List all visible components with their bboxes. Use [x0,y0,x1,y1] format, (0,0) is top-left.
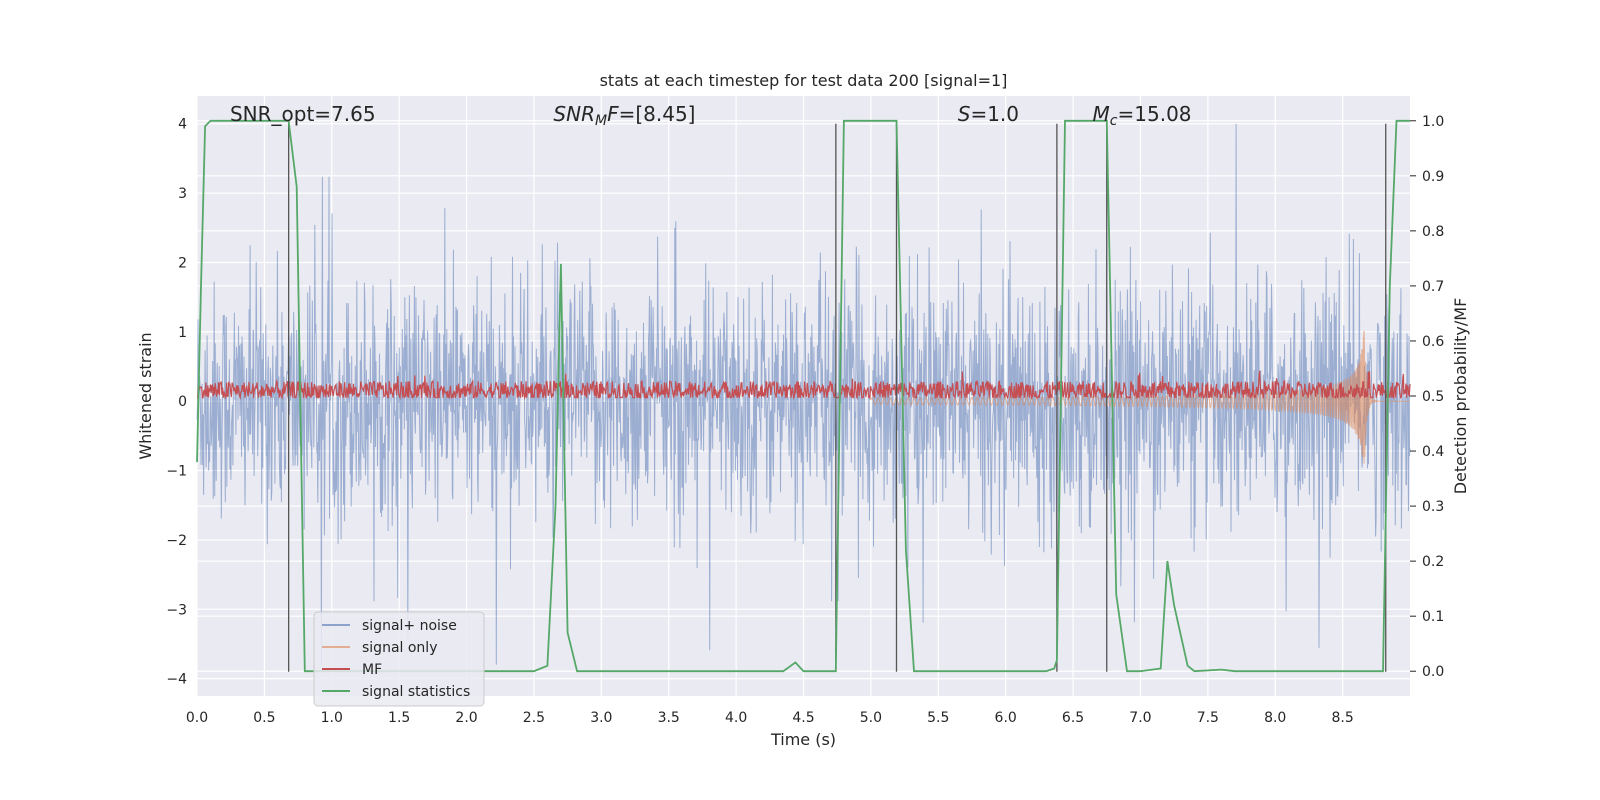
y2-tick-label: 0.9 [1422,169,1444,185]
annotation-s-value: S=1.0 [958,102,1019,126]
legend-label: signal+ noise [362,618,457,634]
series-signal-only [870,330,1410,464]
x-tick-label: 1.0 [321,710,343,726]
legend-label: signal statistics [362,684,470,700]
vertical-markers [287,123,1387,672]
x-tick-label: 4.0 [725,710,747,726]
x-tick-label: 4.5 [792,710,814,726]
y-axis-label: Whitened strain [136,332,155,459]
y2-axis-label: Detection probability/MF [1451,298,1470,495]
y-tick-label: −3 [166,602,187,618]
y-axis-ticks: −4 −3 −2 −1 0 1 2 3 4 [166,117,187,688]
series-signal-noise [196,123,1411,665]
x-axis-label: Time (s) [770,730,836,749]
y2-tick-label: 0.1 [1422,609,1444,625]
y-tick-label: −2 [166,533,187,549]
x-tick-label: 2.0 [455,710,477,726]
x-tick-label: 6.5 [1062,710,1084,726]
y2-tick-label: 0.6 [1422,334,1444,350]
x-tick-label: 6.0 [995,710,1017,726]
y2-tick-label: 0.8 [1422,224,1444,240]
x-tick-label: 2.5 [523,710,545,726]
x-tick-label: 0.5 [253,710,275,726]
y-tick-label: 1 [178,325,187,341]
y-tick-label: 4 [178,117,187,133]
y2-tick-label: 0.7 [1422,279,1444,295]
y-tick-label: 3 [178,186,187,202]
x-tick-label: 5.0 [860,710,882,726]
annotation-mc-value: Mc=15.08 [1093,102,1192,129]
chart-title: stats at each timestep for test data 200… [600,71,1008,90]
y2-tick-label: 0.3 [1422,499,1444,515]
mf-line [197,370,1411,400]
x-axis-ticks: 0.0 0.5 1.0 1.5 2.0 2.5 3.0 3.5 4.0 4.5 5.0 5.5 6.0 6… [186,710,1354,726]
x-tick-label: 3.0 [590,710,612,726]
legend-label: MF [362,662,382,678]
y2-tick-label: 0.5 [1422,389,1444,405]
x-tick-label: 1.5 [388,710,410,726]
y2-tick-label: 0.0 [1422,664,1444,680]
x-tick-label: 3.5 [658,710,680,726]
y-tick-label: 0 [178,394,187,410]
annotation-snr-opt: SNR_opt=7.65 [230,102,376,126]
x-tick-label: 0.0 [186,710,208,726]
legend-label: signal only [362,640,437,656]
y2-axis-ticks: 0.0 0.1 0.2 0.3 0.4 0.5 0.6 0.7 0.8 0.9 1.0 [1410,114,1444,680]
x-tick-label: 7.5 [1197,710,1219,726]
y-tick-label: −4 [166,672,187,688]
y2-tick-label: 0.2 [1422,554,1444,570]
y-tick-label: −1 [166,464,187,480]
x-tick-label: 8.0 [1264,710,1286,726]
signal-noise-line [196,123,1411,665]
annotation-snr-mf: SNRMF=[8.45] [553,102,695,129]
legend-box [313,611,485,707]
legend: signal+ noise signal only MF signal statist… [313,611,485,707]
series-mf [197,370,1411,400]
x-tick-label: 8.5 [1331,710,1353,726]
y2-tick-label: 1.0 [1422,114,1444,130]
x-tick-label: 5.5 [927,710,949,726]
y-tick-label: 2 [178,255,187,271]
annotations: SNR_opt=7.65 SNRMF=[8.45] S=1.0 Mc=15.08 [230,102,1192,129]
x-tick-label: 7.0 [1129,710,1151,726]
y2-tick-label: 0.4 [1422,444,1444,460]
signal-only-line [870,330,1410,464]
